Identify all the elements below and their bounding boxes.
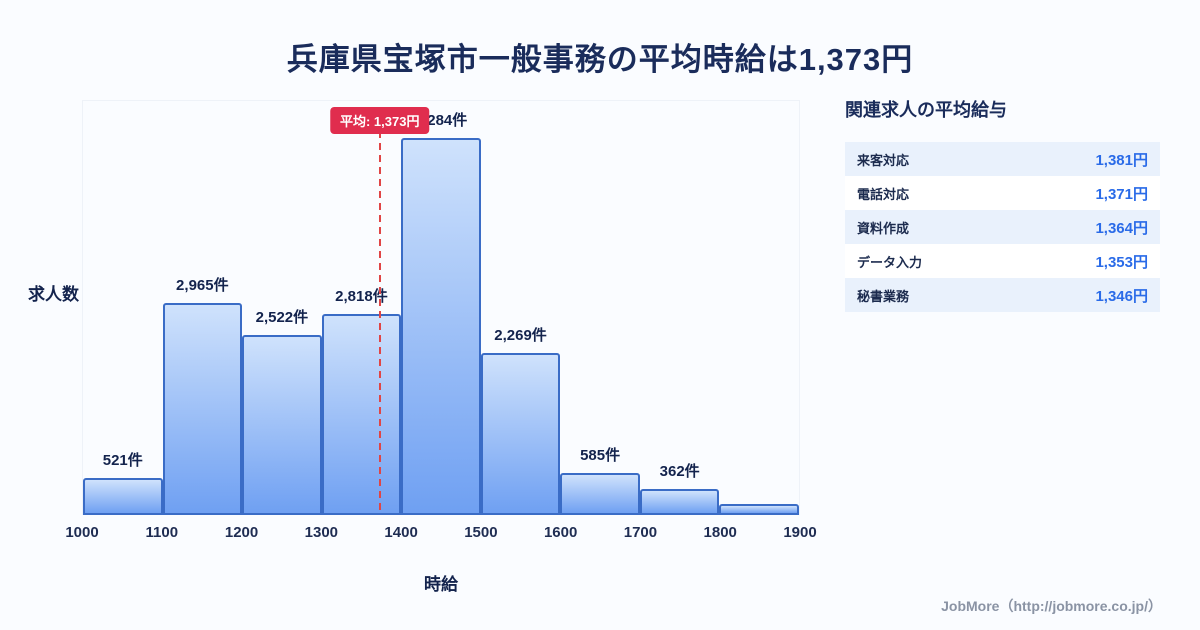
x-tick-label: 1000 [65, 524, 99, 541]
panel-title: 関連求人の平均給与 [845, 100, 1007, 120]
histogram-bar [321, 314, 402, 515]
histogram-bar [639, 489, 720, 515]
histogram-bar [401, 138, 481, 515]
histogram-bar [719, 504, 799, 515]
bar-value-label: 521件 [102, 452, 143, 469]
histogram-bar [242, 335, 322, 515]
footer-credit: JobMore（http://jobmore.co.jp/） [941, 598, 1162, 614]
bar-value-label: 362件 [659, 463, 700, 480]
wage-value: 1,364円 [1095, 219, 1148, 237]
related-job-row: 電話対応 1,371円 [845, 176, 1160, 210]
histogram-bar [480, 353, 561, 515]
histogram-bar [560, 473, 640, 515]
wage-value: 1,346円 [1095, 287, 1148, 305]
page-title: 兵庫県宝塚市一般事務の平均時給は1,373円 [286, 42, 914, 77]
x-tick-label: 1200 [224, 524, 259, 541]
x-axis-label: 時給 [424, 575, 458, 594]
wage-value: 1,353円 [1095, 253, 1148, 271]
bar-value-label: 2,818件 [335, 288, 388, 305]
y-axis-label: 求人数 [28, 285, 79, 304]
histogram-bar [162, 303, 243, 515]
job-type-label: 資料作成 [857, 220, 910, 236]
bar-value-label: 2,965件 [176, 277, 229, 294]
job-type-label: 秘書業務 [857, 288, 910, 304]
x-tick-label: 1400 [384, 524, 418, 541]
related-jobs-panel: 関連求人の平均給与 来客対応 1,381円電話対応 1,371円資料作成 1,364円… [845, 96, 1160, 312]
job-type-label: 来客対応 [857, 152, 910, 168]
x-axis-ticks: 1000 1100 1200 1300 1400 1500 1600 1700 1800 1900 [65, 524, 816, 544]
x-tick-label: 1500 [464, 524, 498, 541]
x-tick-label: 1600 [543, 524, 578, 541]
bar-value-label: 585件 [580, 447, 621, 464]
x-tick-label: 1800 [703, 524, 737, 541]
job-type-label: データ入力 [857, 254, 923, 270]
related-job-row: データ入力 1,353円 [845, 244, 1160, 278]
bar-value-label: 2,269件 [494, 327, 547, 344]
x-tick-label: 1900 [783, 524, 817, 541]
x-tick-label: 1100 [145, 524, 179, 541]
x-tick-label: 1700 [623, 524, 658, 541]
job-type-label: 電話対応 [857, 186, 910, 202]
wage-value: 1,381円 [1095, 151, 1148, 169]
related-job-row: 資料作成 1,364円 [845, 210, 1160, 244]
histogram-plot-area: 521件 2,965件 2,522件 2,818件 5,284件 2,269件 585件 36… [82, 100, 800, 515]
wage-value: 1,371円 [1095, 185, 1148, 203]
related-job-row: 来客対応 1,381円 [845, 142, 1160, 176]
bar-value-label: 2,522件 [255, 309, 309, 326]
histogram-bar [83, 478, 163, 515]
average-badge: 平均: 1,373円 [329, 107, 430, 134]
related-jobs-table: 来客対応 1,381円電話対応 1,371円資料作成 1,364円データ入力 1,353… [845, 142, 1160, 312]
x-tick-label: 1300 [304, 524, 339, 541]
related-job-row: 秘書業務 1,346円 [845, 278, 1160, 312]
average-line [378, 131, 381, 515]
